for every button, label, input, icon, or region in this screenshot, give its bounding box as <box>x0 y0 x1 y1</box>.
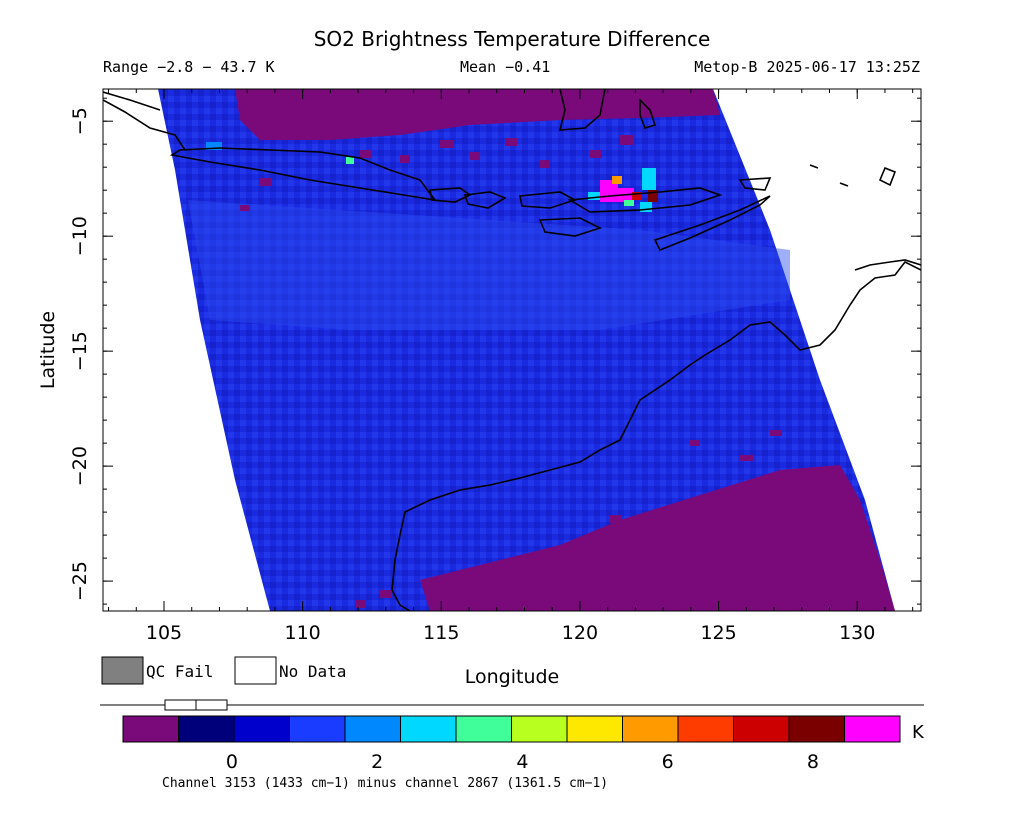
x-tick-label: 130 <box>839 622 875 644</box>
land-mask-south <box>420 465 895 611</box>
cyan-pixel-west <box>206 142 222 150</box>
x-axis-label: Longitude <box>465 666 560 688</box>
colorbar-frame <box>122 715 901 743</box>
satellite-time: Metop-B 2025-06-17 13:25Z <box>694 58 920 76</box>
y-tick-label: −5 <box>69 107 91 135</box>
swath-light-band <box>188 200 790 330</box>
range-text: Range −2.8 − 43.7 K <box>103 58 275 76</box>
satellite-swath <box>158 89 895 611</box>
colorbar-segment <box>567 716 623 742</box>
y-tick-label: −25 <box>69 561 91 601</box>
qc-fail-swatch <box>101 656 144 685</box>
colorbar-segment <box>511 716 568 742</box>
x-tick-label: 110 <box>285 622 321 644</box>
colorbar-tick-label: 0 <box>226 751 238 773</box>
colorbar-segment <box>345 716 401 742</box>
land-mask-north <box>235 89 720 140</box>
colorbar-segment <box>622 716 679 742</box>
coastlines <box>103 89 921 611</box>
y-tick-label: −15 <box>69 331 91 371</box>
colorbar-segment <box>178 716 235 742</box>
x-axis: 105 110 115 120 125 130 <box>108 89 914 644</box>
no-data-swatch <box>234 656 277 685</box>
x-tick-label: 105 <box>146 622 182 644</box>
y-axis: −5 −10 −15 −20 −25 <box>69 97 921 605</box>
x-tick-label: 120 <box>562 622 598 644</box>
y-axis-label: Latitude <box>37 311 59 389</box>
colorbar-segment <box>678 716 734 742</box>
colorbar-segment <box>456 716 512 742</box>
colorbar-tick-label: 6 <box>662 751 674 773</box>
cyan-pixel-java <box>346 157 354 164</box>
colorbar-ticks: 0 2 4 6 8 <box>226 751 819 773</box>
colorbar-segment <box>123 716 179 742</box>
colorbar-tick-label: 2 <box>371 751 383 773</box>
plot-area <box>103 89 921 611</box>
land-mask-pixels <box>240 135 794 608</box>
colorbar-unit: K <box>912 722 925 743</box>
x-tick-label: 115 <box>423 622 459 644</box>
qc-fail-label: QC Fail <box>146 662 213 681</box>
mean-text: Mean −0.41 <box>460 58 550 76</box>
chart-title: SO2 Brightness Temperature Difference <box>314 27 711 51</box>
colorbar-segment <box>289 716 346 742</box>
channel-note: Channel 3153 (1433 cm−1) minus channel 2… <box>162 776 608 791</box>
y-tick-label: −20 <box>69 446 91 486</box>
colorbar-segment <box>400 716 457 742</box>
no-data-label: No Data <box>279 662 346 681</box>
colorbar-segment <box>234 716 290 742</box>
colorbar <box>122 715 901 743</box>
so2-hotspot <box>588 168 658 212</box>
colorbar-tick-label: 4 <box>516 751 528 773</box>
plot-frame <box>102 88 922 612</box>
colorbar-segment <box>789 716 845 742</box>
colorbar-tick-label: 8 <box>807 751 819 773</box>
y-tick-label: −10 <box>69 216 91 256</box>
colorbar-segment <box>844 716 901 742</box>
colorbar-segment <box>733 716 790 742</box>
x-tick-label: 125 <box>700 622 736 644</box>
